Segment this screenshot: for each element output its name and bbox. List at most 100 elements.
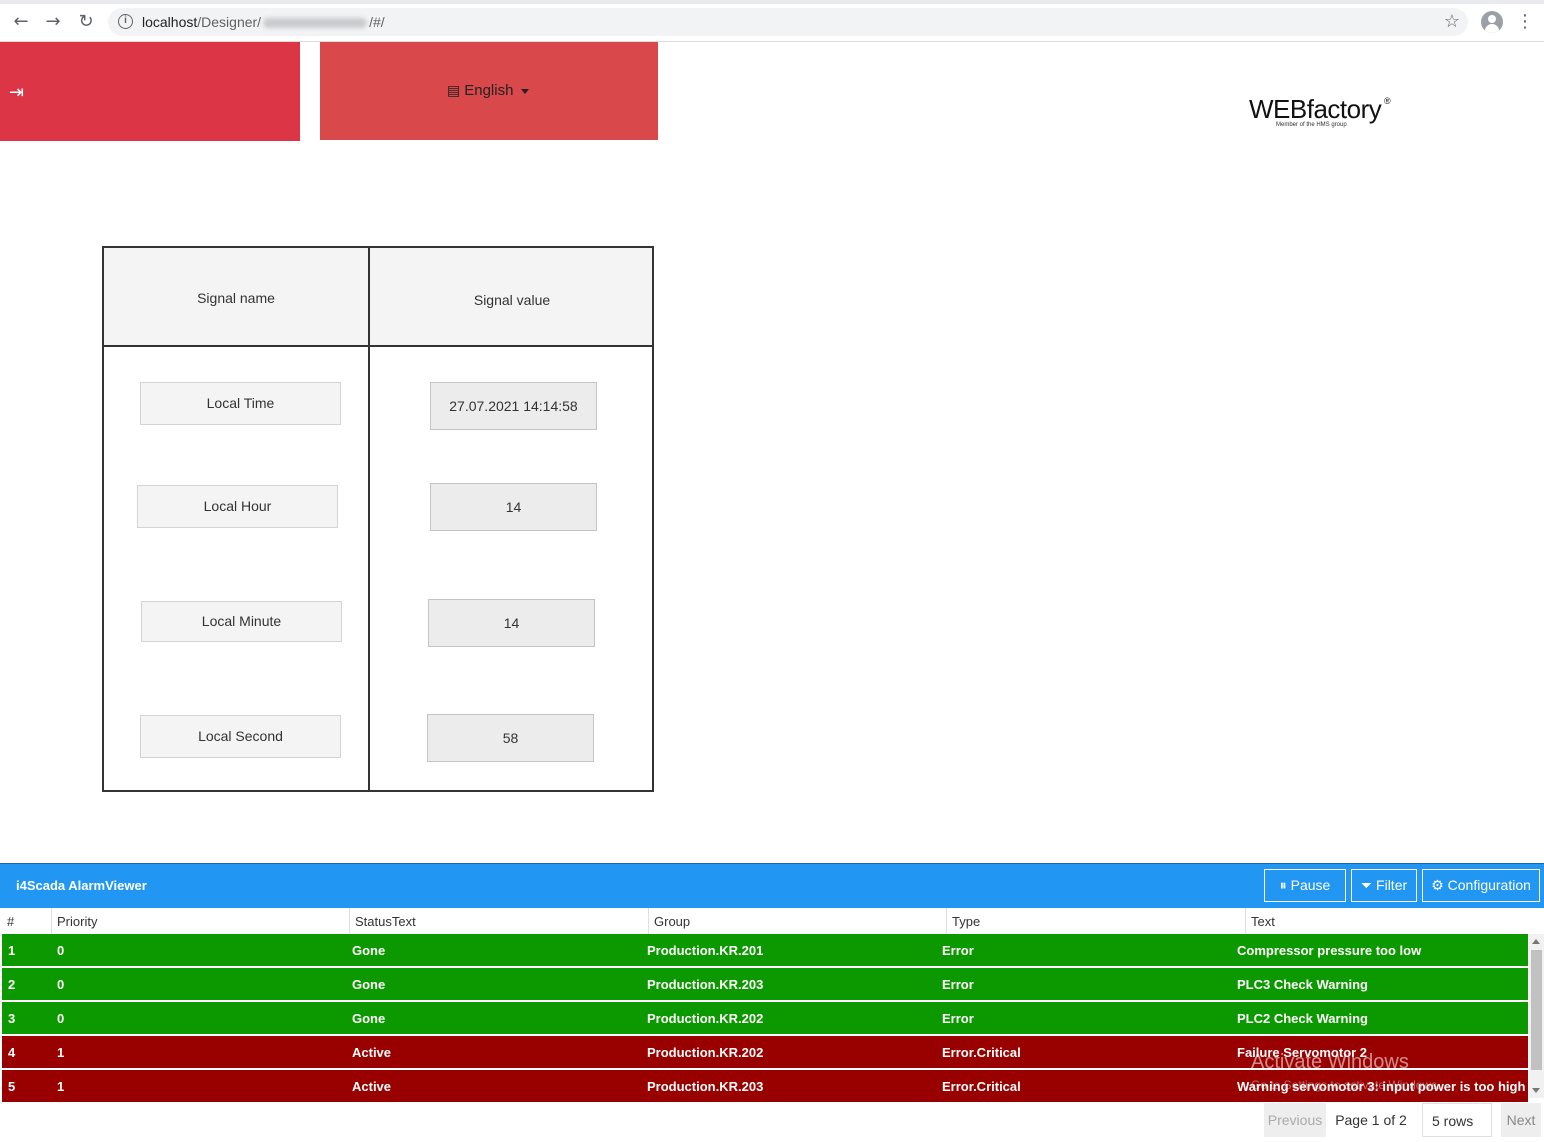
- scrollbar-thumb[interactable]: [1531, 950, 1542, 1070]
- alarm-priority: 1: [57, 1045, 65, 1060]
- alarm-viewer-title: i4Scada AlarmViewer: [16, 878, 147, 893]
- signal-value-local-time: 27.07.2021 14:14:58: [430, 382, 597, 430]
- login-button[interactable]: ⇥: [0, 42, 300, 141]
- windows-activation-watermark: Activate Windows: [1251, 1051, 1409, 1073]
- scroll-up-icon[interactable]: [1532, 939, 1540, 944]
- alarm-row[interactable]: 3 0 Gone Production.KR.202 Error PLC2 Ch…: [2, 1002, 1528, 1034]
- forward-arrow-icon[interactable]: →: [45, 11, 61, 32]
- alarm-status: Active: [352, 1045, 392, 1060]
- column-header-text[interactable]: Text: [1251, 914, 1275, 929]
- blurred-url-segment: [263, 18, 368, 29]
- alarm-list-scrollbar[interactable]: [1529, 934, 1544, 1098]
- alarm-priority: 1: [57, 1079, 65, 1094]
- column-separator: [946, 908, 947, 934]
- bookmark-star-icon[interactable]: ☆: [1443, 11, 1460, 32]
- language-selector[interactable]: ▤ English: [320, 42, 658, 140]
- browser-toolbar: ← → ↻ i localhost/Designer/ /#/ ☆ ⋮: [0, 0, 1544, 42]
- column-separator: [349, 908, 350, 934]
- alarm-number: 5: [8, 1079, 16, 1094]
- alarm-status: Active: [352, 1079, 392, 1094]
- tab-strip-edge: [0, 0, 1544, 4]
- webfactory-logo: WEBfactory ® Member of the HMS group: [1249, 96, 1394, 132]
- configuration-label: Configuration: [1447, 877, 1531, 893]
- caret-down-icon: [521, 88, 530, 94]
- alarm-text: Warning servomotor 3: input power is too…: [1237, 1079, 1540, 1094]
- alarm-priority: 0: [57, 943, 65, 958]
- previous-page-button[interactable]: Previous: [1264, 1103, 1326, 1137]
- column-separator: [1245, 908, 1246, 934]
- pause-label: Pause: [1290, 877, 1331, 893]
- url-suffix: /#/: [369, 14, 385, 30]
- alarm-viewer: i4Scada AlarmViewer ⏸ Pause ⏷ Filter ⚙ Conf…: [0, 863, 1544, 1142]
- signal-value-local-second: 58: [427, 714, 594, 762]
- alarm-viewer-header: i4Scada AlarmViewer ⏸ Pause ⏷ Filter ⚙ Conf…: [0, 864, 1544, 908]
- signal-name-local-second: Local Second: [140, 715, 341, 758]
- logo-tagline: Member of the HMS group: [1276, 122, 1347, 128]
- sign-in-icon: ⇥: [9, 82, 25, 103]
- signal-name-local-hour: Local Hour: [137, 485, 338, 528]
- signal-value-local-minute: 14: [428, 599, 595, 647]
- signal-name-local-minute: Local Minute: [141, 601, 342, 642]
- alarm-row[interactable]: 5 1 Active Production.KR.203 Error.Criti…: [2, 1070, 1540, 1102]
- language-label: English: [464, 82, 514, 99]
- pause-icon: ⏸: [1279, 878, 1287, 894]
- windows-activation-subtitle: Go to Settings to activate Windows.: [1251, 1078, 1441, 1092]
- signal-value-header: Signal value: [473, 292, 551, 308]
- page-indicator: Page 1 of 2: [1335, 1112, 1407, 1128]
- alarm-number: 2: [8, 977, 16, 992]
- scroll-down-icon[interactable]: [1532, 1088, 1540, 1093]
- alarm-group: Production.KR.202: [647, 1045, 764, 1060]
- alarm-type: Error.Critical: [942, 1045, 1021, 1060]
- language-icon: ▤: [447, 83, 461, 99]
- back-arrow-icon[interactable]: ←: [13, 11, 29, 32]
- signal-name-header: Signal name: [197, 290, 275, 306]
- alarm-text: Compressor pressure too low: [1237, 943, 1422, 958]
- filter-button[interactable]: ⏷ Filter: [1351, 869, 1417, 902]
- rows-per-page-select[interactable]: 5 rows: [1422, 1103, 1492, 1137]
- alarm-type: Error.Critical: [942, 1079, 1021, 1094]
- alarm-status: Gone: [352, 943, 386, 958]
- alarm-row[interactable]: 2 0 Gone Production.KR.203 Error PLC3 Ch…: [2, 968, 1528, 1000]
- column-header-number[interactable]: #: [7, 914, 15, 929]
- alarm-type: Error: [942, 1011, 974, 1026]
- configuration-button[interactable]: ⚙ Configuration: [1422, 869, 1540, 902]
- gear-icon: ⚙: [1431, 878, 1444, 894]
- alarm-group: Production.KR.202: [647, 1011, 764, 1026]
- profile-avatar-icon[interactable]: [1481, 11, 1503, 33]
- alarm-number: 1: [8, 943, 16, 958]
- pause-button[interactable]: ⏸ Pause: [1264, 869, 1346, 902]
- column-header-group[interactable]: Group: [654, 914, 691, 929]
- column-header-priority[interactable]: Priority: [57, 914, 98, 929]
- alarm-text: Failure Servomotor 2: [1237, 1045, 1368, 1060]
- browser-menu-icon[interactable]: ⋮: [1516, 11, 1534, 32]
- alarm-status: Gone: [352, 977, 386, 992]
- signal-table-header: Signal name Signal value: [104, 248, 652, 347]
- alarm-group: Production.KR.203: [647, 977, 764, 992]
- url-text[interactable]: localhost/Designer/ /#/: [142, 14, 385, 30]
- alarm-type: Error: [942, 977, 974, 992]
- reload-icon[interactable]: ↻: [78, 11, 94, 32]
- column-header-type[interactable]: Type: [952, 914, 981, 929]
- signal-table: Signal name Signal value Local Time 27.0…: [102, 246, 654, 792]
- alarm-row[interactable]: 1 0 Gone Production.KR.201 Error Compres…: [2, 934, 1528, 966]
- alarm-status: Gone: [352, 1011, 386, 1026]
- address-bar[interactable]: i localhost/Designer/ /#/ ☆: [108, 8, 1468, 36]
- filter-label: Filter: [1376, 877, 1408, 893]
- url-host: localhost: [142, 14, 198, 30]
- alarm-priority: 0: [57, 1011, 65, 1026]
- url-path: /Designer/: [197, 14, 262, 30]
- column-separator: [648, 908, 649, 934]
- alarm-number: 3: [8, 1011, 16, 1026]
- column-header-statustext[interactable]: StatusText: [355, 914, 416, 929]
- column-separator: [51, 908, 52, 934]
- signal-name-local-time: Local Time: [140, 382, 341, 425]
- next-page-button[interactable]: Next: [1501, 1103, 1541, 1137]
- site-info-icon[interactable]: i: [118, 14, 133, 29]
- logo-wordmark: WEBfactory: [1249, 94, 1382, 124]
- alarm-text: PLC2 Check Warning: [1237, 1011, 1368, 1026]
- alarm-text: PLC3 Check Warning: [1237, 977, 1368, 992]
- alarm-row[interactable]: 4 1 Active Production.KR.202 Error.Criti…: [2, 1036, 1528, 1068]
- alarm-type: Error: [942, 943, 974, 958]
- language-dropdown[interactable]: ▤ English: [447, 82, 530, 99]
- alarm-column-headers: # Priority StatusText Group Type Text: [0, 908, 1544, 934]
